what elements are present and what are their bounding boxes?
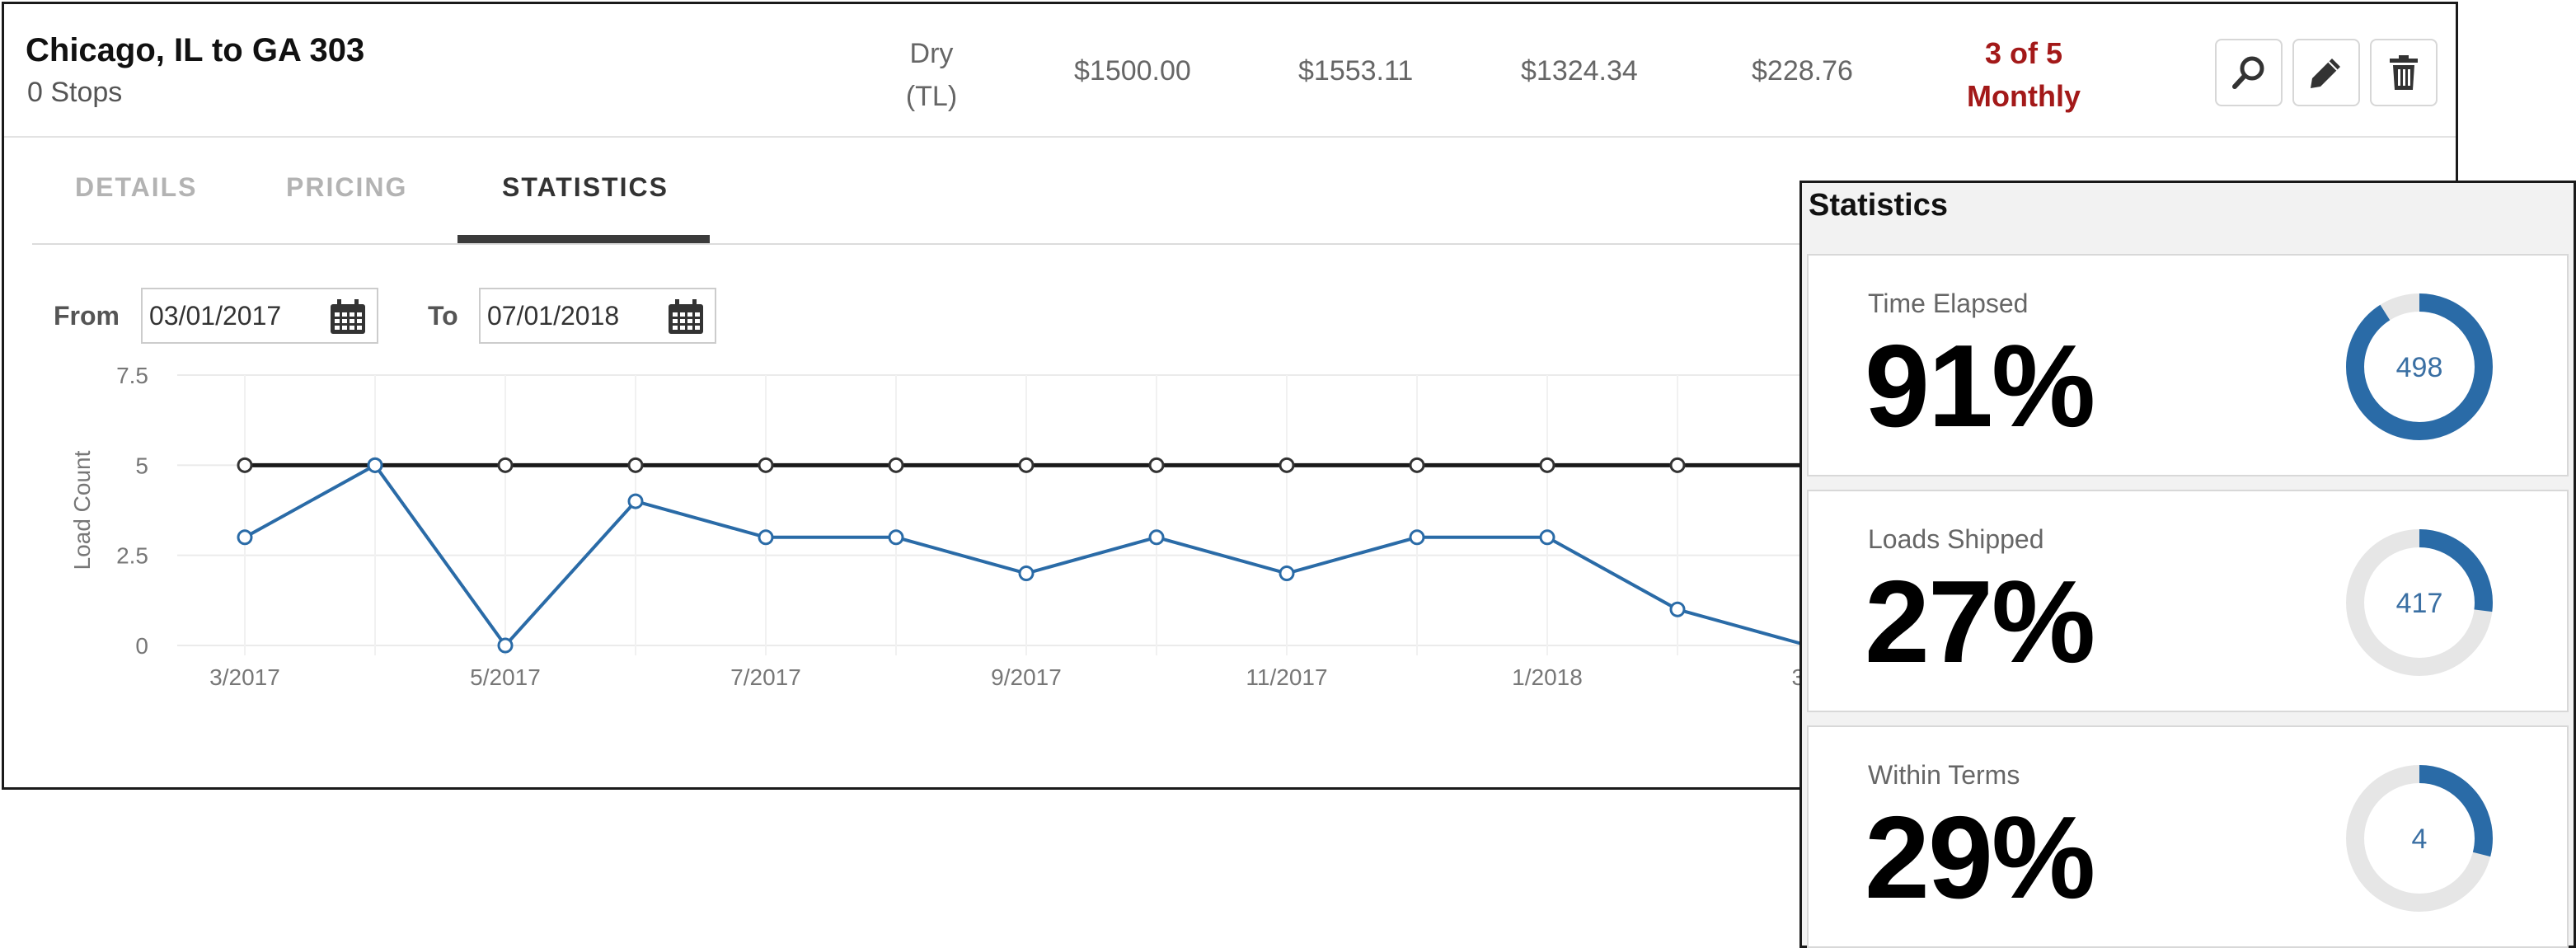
progress-donut: 417 (2346, 529, 2493, 676)
tab-statistics[interactable]: STATISTICS (502, 172, 669, 202)
to-date-value: 07/01/2018 (487, 301, 620, 331)
x-tick-label: 11/2017 (1246, 664, 1327, 690)
data-point (237, 529, 253, 546)
progress-donut: 4 (2346, 765, 2493, 912)
data-point (1669, 601, 1686, 617)
x-tick-label: 7/2017 (730, 664, 801, 690)
stat-label: Within Terms (1868, 760, 2020, 790)
frequency-period: Monthly (1967, 79, 2081, 113)
y-tick-label: 2.5 (116, 543, 148, 569)
calendar-icon[interactable] (329, 299, 367, 336)
data-point (758, 529, 774, 546)
stat-card-time-elapsed: Time Elapsed 91% 498 (1807, 254, 2569, 476)
data-point (758, 457, 774, 473)
tab-pricing[interactable]: PRICING (286, 172, 408, 202)
data-point (367, 457, 383, 473)
price-1: $1500.00 (1074, 55, 1191, 87)
data-point (627, 457, 644, 473)
data-point (1409, 457, 1425, 473)
stat-label: Time Elapsed (1868, 289, 2029, 318)
data-point (497, 457, 514, 473)
x-tick-label: 9/2017 (991, 664, 1062, 690)
data-point (1279, 457, 1295, 473)
data-point (1148, 457, 1165, 473)
stat-card-loads-shipped: Loads Shipped 27% 417 (1807, 490, 2569, 712)
data-point (1669, 457, 1686, 473)
to-date-field[interactable]: 07/01/2018 (479, 288, 716, 344)
to-label: To (428, 301, 458, 331)
stat-label: Loads Shipped (1868, 524, 2044, 554)
search-button[interactable] (2215, 39, 2283, 106)
route-title: Chicago, IL to GA 303 (26, 32, 365, 68)
tab-details[interactable]: DETAILS (75, 172, 198, 202)
from-date-field[interactable]: 03/01/2017 (141, 288, 378, 344)
trash-icon (2390, 55, 2418, 90)
data-point (1409, 529, 1425, 546)
frequency-status: 3 of 5 Monthly (1950, 32, 2098, 118)
delete-button[interactable] (2370, 39, 2438, 106)
data-point (888, 457, 904, 473)
stat-percent: 27% (1865, 556, 2095, 688)
equipment-mode: (TL) (905, 81, 958, 112)
stops-count: 0 Stops (27, 77, 123, 108)
data-point (1279, 566, 1295, 582)
x-tick-label: 1/2018 (1512, 664, 1583, 690)
data-point (237, 457, 253, 473)
donut-center-value: 4 (2412, 824, 2428, 855)
data-point (888, 529, 904, 546)
progress-donut: 498 (2346, 293, 2493, 440)
x-tick-label: 3/2017 (209, 664, 280, 690)
stat-percent: 91% (1865, 321, 2095, 452)
tab-divider (32, 243, 2428, 245)
y-tick-label: 5 (135, 453, 148, 478)
calendar-icon[interactable] (667, 299, 705, 336)
data-point (1148, 529, 1165, 546)
x-tick-label: 5/2017 (470, 664, 541, 690)
donut-center-value: 498 (2396, 352, 2443, 383)
from-date-value: 03/01/2017 (149, 301, 282, 331)
statistics-title: Statistics (1809, 188, 1948, 223)
statistics-panel: Statistics Time Elapsed 91% 498 Loads Sh… (1799, 181, 2576, 948)
equipment-name: Dry (909, 38, 954, 69)
price-4: $228.76 (1752, 55, 1853, 87)
data-point (1018, 457, 1035, 473)
price-3: $1324.34 (1521, 55, 1638, 87)
price-2: $1553.11 (1298, 55, 1414, 87)
frequency-count: 3 of 5 (1984, 36, 2063, 70)
data-point (1539, 529, 1555, 546)
edit-button[interactable] (2292, 39, 2360, 106)
y-tick-label: 0 (135, 633, 148, 659)
data-point (497, 637, 514, 654)
y-tick-label: 7.5 (116, 363, 148, 388)
from-label: From (54, 301, 120, 331)
search-icon (2232, 56, 2264, 89)
active-tab-indicator (457, 235, 710, 243)
stat-card-within-terms: Within Terms 29% 4 (1807, 725, 2569, 948)
y-axis-label: Load Count (69, 450, 95, 570)
data-point (1539, 457, 1555, 473)
lane-summary-row[interactable]: Chicago, IL to GA 303 0 Stops Dry (TL) $… (4, 4, 2456, 138)
data-point (1018, 566, 1035, 582)
donut-center-value: 417 (2396, 588, 2443, 619)
equipment-type: Dry (TL) (878, 32, 985, 118)
pencil-icon (2311, 59, 2340, 88)
data-point (627, 493, 644, 509)
stat-percent: 29% (1865, 792, 2095, 923)
